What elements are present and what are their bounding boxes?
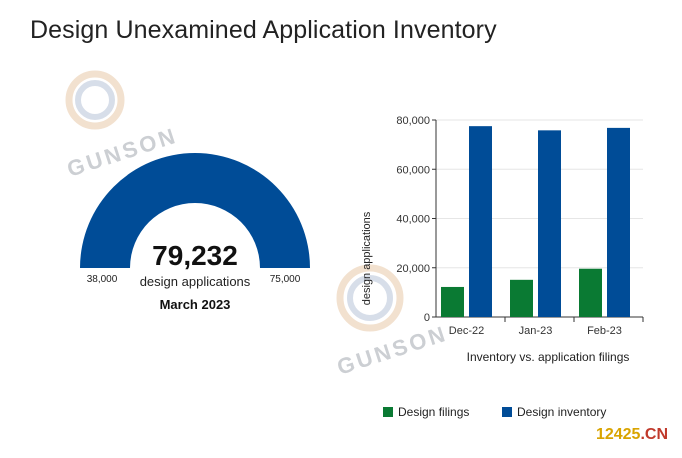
gauge-unit-label: design applications — [139, 274, 251, 289]
bar — [607, 127, 630, 317]
y-axis-label: design applications — [361, 211, 373, 305]
bar — [579, 268, 602, 317]
gauge-max-label: 75,000 — [269, 274, 301, 285]
y-tick-label: 60,000 — [396, 164, 430, 176]
x-tick-label: Feb-23 — [587, 325, 622, 337]
corner-mark: 12425.CN — [596, 426, 668, 444]
x-tick-label: Jan-23 — [519, 325, 553, 337]
bar — [538, 130, 561, 317]
bar — [510, 279, 533, 317]
gauge-min-label: 38,000 — [86, 274, 118, 285]
bar — [441, 286, 464, 317]
x-tick-label: Dec-22 — [449, 325, 484, 337]
y-tick-label: 40,000 — [396, 214, 430, 226]
corner-mark-prefix: 12425 — [595, 426, 641, 443]
legend-label: Design inventory — [517, 405, 606, 419]
y-tick-label: 0 — [424, 312, 430, 324]
y-tick-label: 20,000 — [396, 263, 430, 275]
x-axis-label: Inventory vs. application filings — [467, 350, 630, 364]
legend-label: Design filings — [398, 405, 469, 419]
corner-mark-suffix: .CN — [640, 426, 668, 443]
gauge-arc — [80, 153, 310, 268]
legend-swatch — [502, 407, 512, 417]
page-title: Design Unexamined Application Inventory — [30, 16, 497, 44]
gauge-value: 79,232 — [152, 240, 238, 271]
legend-swatch — [383, 407, 393, 417]
gauge-period: March 2023 — [159, 297, 231, 312]
y-tick-label: 80,000 — [396, 115, 430, 127]
bar — [469, 126, 492, 317]
